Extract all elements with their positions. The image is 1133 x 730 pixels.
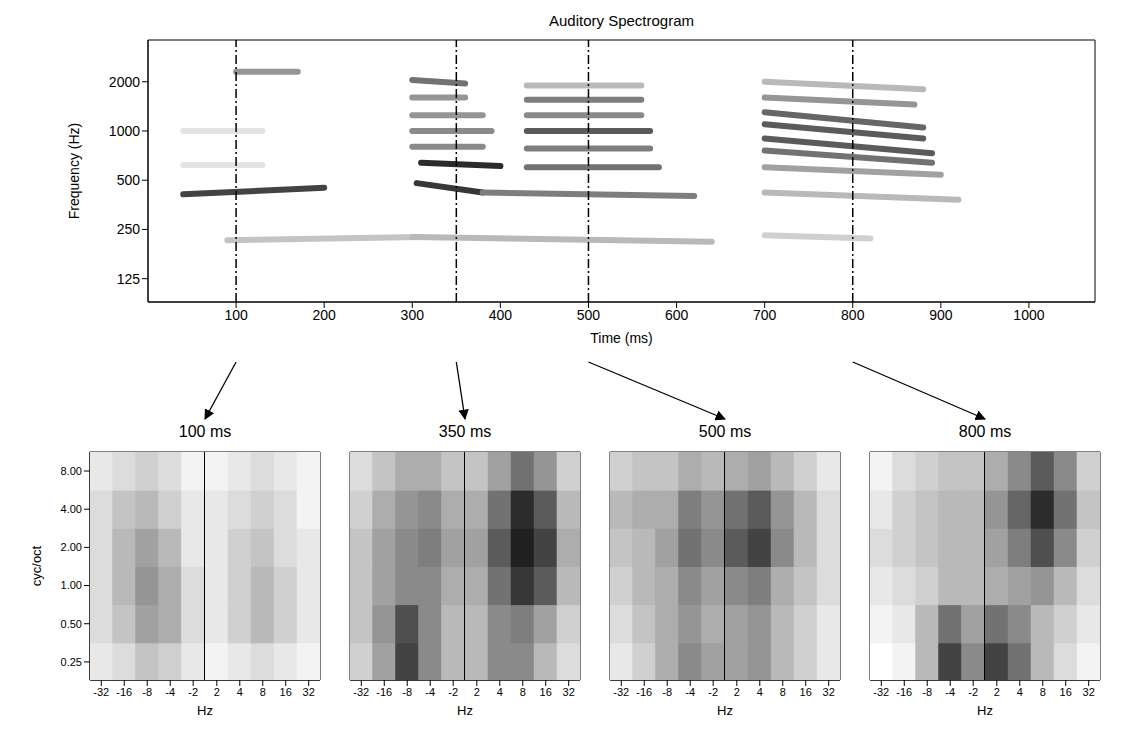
svg-text:600: 600 <box>665 307 689 323</box>
svg-text:-2: -2 <box>708 686 718 698</box>
svg-text:2: 2 <box>474 686 480 698</box>
svg-text:4: 4 <box>1017 686 1023 698</box>
html-text:800 ms: 800 ms <box>958 423 1012 440</box>
svg-text:16: 16 <box>800 686 812 698</box>
svg-text:0.50: 0.50 <box>61 618 82 630</box>
svg-text:-8: -8 <box>922 686 932 698</box>
svg-text:300: 300 <box>401 307 425 323</box>
svg-text:-2: -2 <box>448 686 458 698</box>
svg-text:-32: -32 <box>353 686 369 698</box>
svg-text:8: 8 <box>520 686 526 698</box>
html-text:350 ms: 350 ms <box>438 423 492 440</box>
svg-text:-4: -4 <box>165 686 175 698</box>
html-text:Auditory Spectrogram: Auditory Spectrogram <box>549 12 694 29</box>
svg-text:-8: -8 <box>402 686 412 698</box>
svg-text:-4: -4 <box>945 686 955 698</box>
svg-text:Time (ms): Time (ms) <box>590 330 652 346</box>
svg-text:8: 8 <box>260 686 266 698</box>
svg-text:4: 4 <box>497 686 503 698</box>
svg-text:-4: -4 <box>685 686 695 698</box>
svg-text:1000: 1000 <box>109 123 140 139</box>
svg-text:8.00: 8.00 <box>61 465 82 477</box>
svg-text:-16: -16 <box>636 686 652 698</box>
svg-text:8: 8 <box>1040 686 1046 698</box>
svg-text:-4: -4 <box>425 686 435 698</box>
svg-text:1.00: 1.00 <box>61 579 82 591</box>
svg-text:-2: -2 <box>968 686 978 698</box>
svg-text:2: 2 <box>994 686 1000 698</box>
svg-text:4: 4 <box>237 686 243 698</box>
svg-text:cyc/oct: cyc/oct <box>29 545 44 586</box>
svg-text:16: 16 <box>1060 686 1072 698</box>
svg-text:4.00: 4.00 <box>61 503 82 515</box>
svg-text:32: 32 <box>563 686 575 698</box>
svg-text:0.25: 0.25 <box>61 656 82 668</box>
svg-text:Frequency (Hz): Frequency (Hz) <box>66 123 82 219</box>
svg-text:-32: -32 <box>93 686 109 698</box>
html-text:Hz: Hz <box>457 703 473 718</box>
svg-text:16: 16 <box>280 686 292 698</box>
html-text:100 ms: 100 ms <box>178 423 232 440</box>
html-text:Hz: Hz <box>717 703 733 718</box>
html-text:Hz: Hz <box>977 703 993 718</box>
svg-text:100: 100 <box>224 307 248 323</box>
html-text:Hz: Hz <box>197 703 213 718</box>
svg-text:2.00: 2.00 <box>61 541 82 553</box>
svg-text:2: 2 <box>214 686 220 698</box>
svg-text:-16: -16 <box>116 686 132 698</box>
svg-text:2000: 2000 <box>109 74 140 90</box>
svg-text:-8: -8 <box>662 686 672 698</box>
svg-text:125: 125 <box>117 271 141 287</box>
svg-text:500: 500 <box>117 172 141 188</box>
svg-text:-32: -32 <box>613 686 629 698</box>
svg-text:32: 32 <box>1083 686 1095 698</box>
svg-text:200: 200 <box>313 307 337 323</box>
svg-text:250: 250 <box>117 221 141 237</box>
svg-text:32: 32 <box>303 686 315 698</box>
svg-text:4: 4 <box>757 686 763 698</box>
svg-text:900: 900 <box>929 307 953 323</box>
svg-text:-2: -2 <box>188 686 198 698</box>
svg-text:400: 400 <box>489 307 513 323</box>
svg-text:500: 500 <box>577 307 601 323</box>
svg-text:-16: -16 <box>896 686 912 698</box>
svg-text:16: 16 <box>540 686 552 698</box>
svg-text:1000: 1000 <box>1013 307 1044 323</box>
svg-text:-32: -32 <box>873 686 889 698</box>
html-text:500 ms: 500 ms <box>698 423 752 440</box>
svg-text:700: 700 <box>753 307 777 323</box>
svg-text:-16: -16 <box>376 686 392 698</box>
svg-text:-8: -8 <box>142 686 152 698</box>
svg-text:32: 32 <box>823 686 835 698</box>
svg-text:800: 800 <box>841 307 865 323</box>
svg-text:8: 8 <box>780 686 786 698</box>
svg-text:2: 2 <box>734 686 740 698</box>
